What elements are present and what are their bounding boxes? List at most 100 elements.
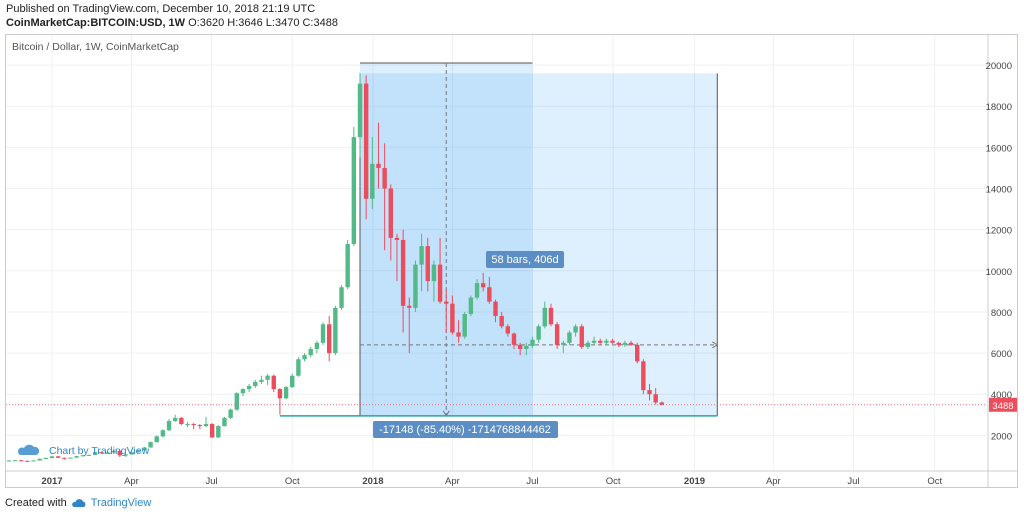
candle-body: [468, 297, 474, 314]
y-tick-label: 8000: [991, 308, 1012, 319]
candle-body: [604, 340, 609, 343]
candle-body: [327, 324, 332, 354]
candle-body: [246, 385, 252, 390]
candle-body: [31, 460, 36, 462]
candle-body: [517, 344, 523, 349]
symbol-name: CoinMarketCap:BITCOIN:USD, 1W: [6, 17, 186, 29]
candle-body: [197, 425, 203, 427]
candle-body: [55, 456, 61, 458]
tradingview-brand-link[interactable]: TradingView: [90, 497, 152, 509]
candle-body: [567, 332, 572, 343]
candle-body: [154, 436, 159, 443]
candle-body: [561, 342, 566, 345]
candle-body: [407, 305, 412, 308]
tradingview-watermark-icon: [17, 444, 40, 455]
candle-body: [173, 417, 178, 421]
candle-body: [339, 287, 344, 308]
candle-body: [136, 450, 141, 453]
candle-body: [363, 83, 369, 199]
candle-body: [86, 454, 92, 456]
range-box: [360, 73, 718, 416]
candle-body: [148, 442, 153, 448]
candle-body: [641, 361, 646, 391]
candle-body: [444, 301, 449, 304]
candle-body: [413, 264, 418, 308]
candle-body: [92, 452, 98, 455]
x-tick-label: Apr: [445, 476, 460, 487]
candle-body: [437, 264, 443, 302]
candle-body: [610, 340, 615, 343]
candle-body: [185, 424, 190, 426]
candle-body: [222, 417, 227, 427]
candle-body: [12, 460, 18, 462]
candle-body: [481, 283, 486, 288]
candle-body: [419, 246, 424, 265]
y-tick-label: 6000: [991, 349, 1012, 360]
x-tick-label: 2018: [362, 476, 383, 487]
published-info: Published on TradingView.com, December 1…: [6, 3, 316, 15]
candle-body: [290, 375, 295, 388]
candle-body: [542, 307, 547, 327]
candle-body: [179, 417, 184, 425]
candle-body: [277, 389, 283, 399]
candle-body: [499, 316, 504, 327]
candle-body: [425, 246, 430, 282]
candle-body: [259, 379, 264, 382]
candle-body: [37, 458, 42, 461]
candle-body: [591, 340, 597, 343]
candle-body: [493, 301, 498, 317]
candle-body: [598, 340, 603, 343]
candle-body: [105, 452, 110, 454]
ohlc-values: O:3620 H:3646 L:3470 C:3488: [188, 17, 338, 29]
candle-body: [6, 460, 12, 462]
last-price-text: 3488: [992, 401, 1013, 412]
candle-body: [74, 456, 79, 458]
candle-body: [43, 457, 49, 459]
candle-body: [487, 287, 492, 302]
candle-body: [345, 244, 350, 288]
candle-body: [376, 163, 381, 168]
chart-frame[interactable]: [5, 34, 1018, 488]
y-tick-label: 18000: [986, 102, 1012, 113]
candle-body: [166, 420, 172, 431]
symbol-info: CoinMarketCap:BITCOIN:USD, 1W O:3620 H:3…: [6, 17, 338, 29]
x-tick-label: Apr: [124, 476, 139, 487]
candle-body: [160, 430, 166, 437]
candle-body: [265, 375, 270, 380]
candle-body: [357, 83, 363, 138]
chart-title: Bitcoin / Dollar, 1W, CoinMarketCap: [12, 41, 179, 53]
range-label: 58 bars, 406d: [491, 254, 558, 266]
x-tick-label: Apr: [766, 476, 781, 487]
candle-body: [382, 167, 387, 189]
y-tick-label: 20000: [986, 61, 1012, 72]
candle-body: [659, 402, 665, 405]
candle-body: [351, 137, 357, 245]
candle-body: [530, 339, 535, 346]
x-tick-label: Oct: [285, 476, 300, 487]
candle-body: [635, 344, 640, 362]
candle-body: [129, 452, 135, 455]
x-tick-label: Oct: [606, 476, 621, 487]
candle-body: [579, 326, 584, 347]
candle-body: [333, 307, 338, 354]
candle-body: [554, 324, 560, 345]
created-with-label: Created with: [5, 497, 67, 509]
candle-body: [62, 457, 67, 459]
candle-body: [209, 424, 215, 438]
candle-body: [628, 342, 634, 345]
x-tick-label: Jul: [847, 476, 859, 487]
candle-body: [653, 394, 658, 403]
candle-body: [99, 452, 104, 454]
candle-body: [314, 342, 320, 349]
tradingview-watermark: Chart by TradingView: [49, 445, 150, 457]
candle-body: [647, 390, 652, 395]
candle-body: [573, 326, 578, 333]
candle-body: [234, 393, 239, 410]
y-tick-label: 2000: [991, 431, 1012, 442]
candle-body: [450, 303, 455, 333]
candle-body: [394, 237, 400, 240]
candle-body: [25, 460, 30, 462]
candle-body: [302, 355, 307, 360]
x-tick-label: 2017: [41, 476, 62, 487]
